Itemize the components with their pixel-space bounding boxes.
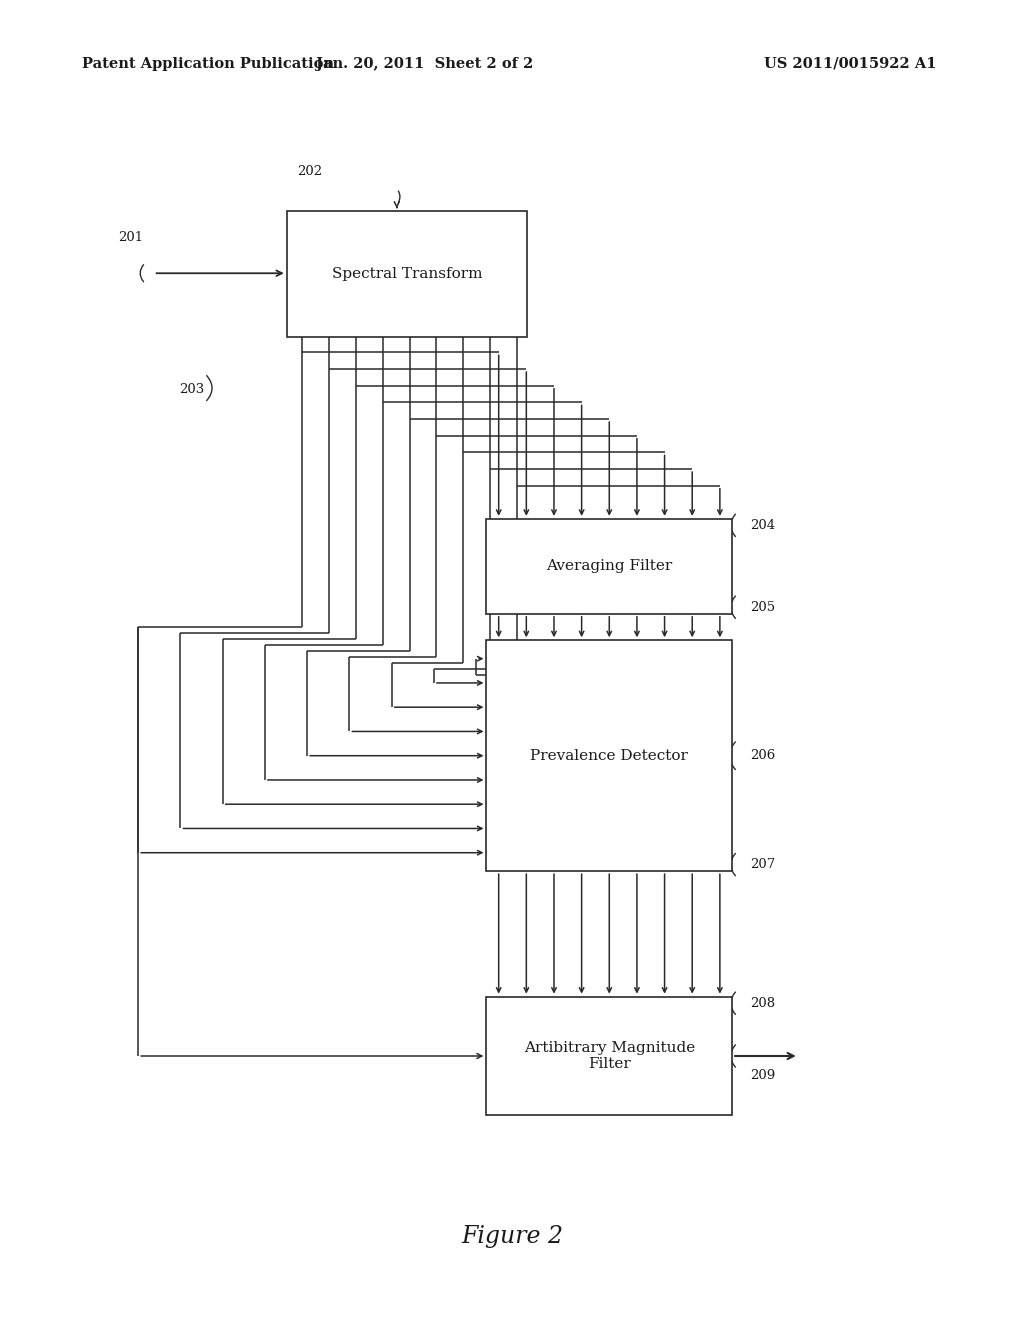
Text: 201: 201 [118,231,143,244]
Bar [486,640,732,871]
Text: 203: 203 [179,383,205,396]
Text: Jan. 20, 2011  Sheet 2 of 2: Jan. 20, 2011 Sheet 2 of 2 [316,57,534,71]
Bar [486,519,732,614]
Bar [486,997,732,1115]
Text: 206: 206 [751,750,776,762]
Text: US 2011/0015922 A1: US 2011/0015922 A1 [765,57,937,71]
Text: Prevalence Detector: Prevalence Detector [530,748,688,763]
Text: Figure 2: Figure 2 [461,1225,563,1249]
Text: 207: 207 [751,858,776,871]
Bar [287,211,527,337]
Text: Averaging Filter: Averaging Filter [546,560,673,573]
Text: Patent Application Publication: Patent Application Publication [82,57,334,71]
Text: 209: 209 [751,1069,776,1082]
Text: Spectral Transform: Spectral Transform [332,267,482,281]
Text: Artibitrary Magnitude
Filter: Artibitrary Magnitude Filter [523,1041,695,1071]
Text: 202: 202 [297,165,323,178]
Text: 204: 204 [751,519,776,532]
Text: 208: 208 [751,997,776,1010]
Text: 205: 205 [751,601,776,614]
